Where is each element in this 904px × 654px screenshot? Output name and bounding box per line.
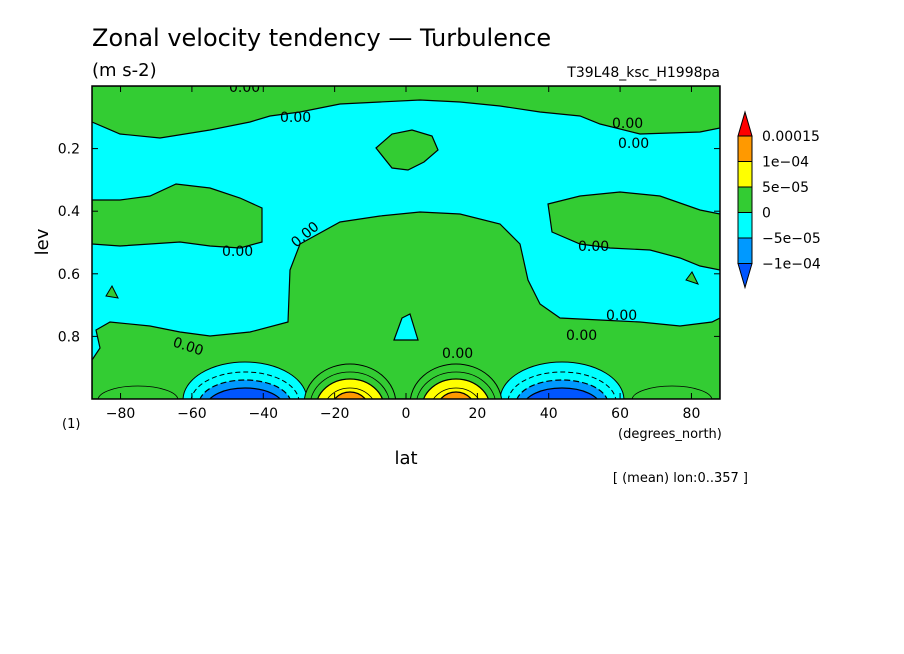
x-tick-label: −20 (320, 406, 350, 422)
colorbar-segment (737, 263, 753, 290)
x-tick-label: 40 (540, 406, 558, 422)
contour-label: 0.00 (612, 116, 643, 132)
colorbar-label: −5e−05 (762, 231, 821, 247)
y-axis-label: lev (32, 228, 53, 255)
y-tick-label: 0.6 (58, 267, 80, 283)
contour-region-island-left (105, 284, 119, 299)
contour-label: 0.00 (566, 328, 597, 344)
contour-region-top-band (92, 86, 720, 139)
contour-region-island-right (685, 271, 699, 285)
x-tick-label: 0 (402, 406, 411, 422)
contour-label: 0.00 (222, 244, 253, 260)
y-tick-label: 0.2 (58, 142, 80, 158)
x-units: (degrees_north) (618, 427, 722, 442)
contour-region-lower-main (92, 211, 720, 399)
y-units: (1) (62, 417, 80, 432)
contour-label: 0.00 (280, 110, 311, 126)
chart-units: (m s-2) (92, 60, 157, 81)
x-axis-label: lat (394, 448, 417, 469)
colorbar-segment (737, 110, 753, 137)
colorbar-label: 0.00015 (762, 129, 820, 145)
contour-label: 0.00 (578, 239, 609, 255)
plot-area: 0.00 0.00 0.00 0.00 0.00 0.00 0.00 0.00 … (91, 80, 721, 400)
contour-label: 0.00 (229, 80, 260, 96)
contour-label: 0.00 (618, 136, 649, 152)
experiment-label: T39L48_ksc_H1998pa (566, 65, 720, 81)
colorbar-label: 5e−05 (762, 180, 809, 196)
colorbar-segment (737, 237, 753, 264)
contour-label: 0.00 (442, 346, 473, 362)
y-tick-label: 0.8 (58, 329, 80, 345)
y-axis: 0.2 0.4 0.6 0.8 (58, 142, 720, 345)
y-tick-label: 0.4 (58, 204, 80, 220)
contour-region-north-positive (409, 363, 503, 399)
contour-region-north-negative (499, 361, 625, 399)
x-tick-label: −40 (248, 406, 278, 422)
x-tick-label: 80 (683, 406, 701, 422)
contour-label: 0.00 (606, 308, 637, 324)
x-tick-label: 60 (611, 406, 629, 422)
colorbar-segment (737, 212, 753, 239)
x-tick-label: −80 (106, 406, 136, 422)
colorbar-legend: 0.00015 1e−04 5e−05 0 −5e−05 −1e−04 (737, 110, 821, 290)
contour-region-center-island (375, 129, 439, 171)
x-axis: −80 −60 −40 −20 0 20 40 60 80 (106, 86, 701, 422)
colorbar-segment (737, 161, 753, 188)
contour-region-equator-notch (393, 313, 419, 341)
contour-region-right-mid (547, 191, 720, 271)
x-tick-label: −60 (177, 406, 207, 422)
colorbar-label: −1e−04 (762, 257, 821, 273)
colorbar-segment (737, 135, 753, 162)
contour-region-south-positive (303, 363, 397, 399)
colorbar-label: 0 (762, 206, 771, 222)
colorbar-segment (737, 186, 753, 213)
contour-region-left-mid (92, 183, 263, 249)
colorbar-label: 1e−04 (762, 155, 809, 171)
chart-title: Zonal velocity tendency — Turbulence (92, 24, 551, 52)
contour-region-south-polar (97, 385, 179, 399)
contour-region-south-negative (182, 361, 308, 399)
footnote: [ (mean) lon:0..357 ] (613, 471, 748, 486)
x-tick-label: 20 (468, 406, 486, 422)
